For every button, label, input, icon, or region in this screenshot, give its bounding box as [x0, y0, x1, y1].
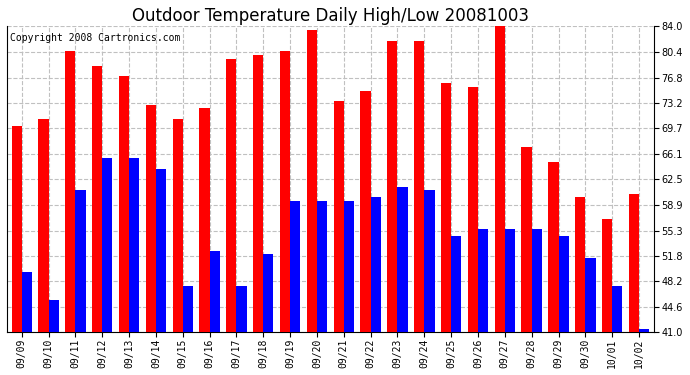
Bar: [468, 87, 478, 375]
Bar: [92, 66, 102, 375]
Bar: [451, 236, 462, 375]
Bar: [226, 58, 237, 375]
Bar: [575, 197, 585, 375]
Bar: [360, 90, 371, 375]
Text: Copyright 2008 Cartronics.com: Copyright 2008 Cartronics.com: [10, 33, 181, 43]
Bar: [156, 169, 166, 375]
Bar: [102, 158, 112, 375]
Bar: [414, 41, 424, 375]
Bar: [505, 229, 515, 375]
Bar: [495, 23, 505, 375]
Bar: [612, 286, 622, 375]
Bar: [532, 229, 542, 375]
Bar: [48, 300, 59, 375]
Bar: [199, 108, 210, 375]
Bar: [344, 201, 354, 375]
Bar: [172, 119, 183, 375]
Bar: [424, 190, 435, 375]
Bar: [307, 30, 317, 375]
Bar: [290, 201, 300, 375]
Bar: [629, 194, 639, 375]
Bar: [397, 187, 408, 375]
Title: Outdoor Temperature Daily High/Low 20081003: Outdoor Temperature Daily High/Low 20081…: [132, 7, 529, 25]
Bar: [65, 51, 75, 375]
Bar: [119, 76, 129, 375]
Bar: [237, 286, 246, 375]
Bar: [75, 190, 86, 375]
Bar: [478, 229, 489, 375]
Bar: [371, 197, 381, 375]
Bar: [253, 55, 264, 375]
Bar: [21, 272, 32, 375]
Bar: [210, 251, 220, 375]
Bar: [146, 105, 156, 375]
Bar: [585, 258, 595, 375]
Bar: [39, 119, 48, 375]
Bar: [317, 201, 327, 375]
Bar: [333, 101, 344, 375]
Bar: [602, 219, 612, 375]
Bar: [129, 158, 139, 375]
Bar: [441, 83, 451, 375]
Bar: [549, 162, 558, 375]
Bar: [639, 329, 649, 375]
Bar: [12, 126, 21, 375]
Bar: [522, 147, 532, 375]
Bar: [387, 41, 397, 375]
Bar: [558, 236, 569, 375]
Bar: [264, 254, 273, 375]
Bar: [280, 51, 290, 375]
Bar: [183, 286, 193, 375]
